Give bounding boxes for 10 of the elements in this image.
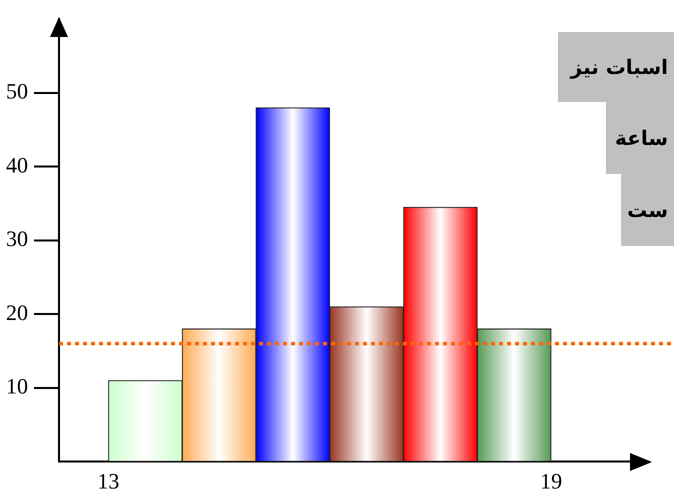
annotation: ست [621, 174, 674, 246]
x-tick-label: 19 [540, 468, 562, 494]
y-tick-label: 40 [6, 152, 28, 178]
annotation: اسبات نیز [558, 32, 674, 102]
y-tick-label: 10 [6, 374, 28, 399]
y-tick-label: 30 [6, 226, 28, 252]
x-tick-label: 13 [97, 468, 120, 494]
y-tick-label: 20 [6, 300, 28, 325]
annotation: ساعة [606, 102, 674, 174]
y-tick-label: 50 [6, 78, 28, 104]
